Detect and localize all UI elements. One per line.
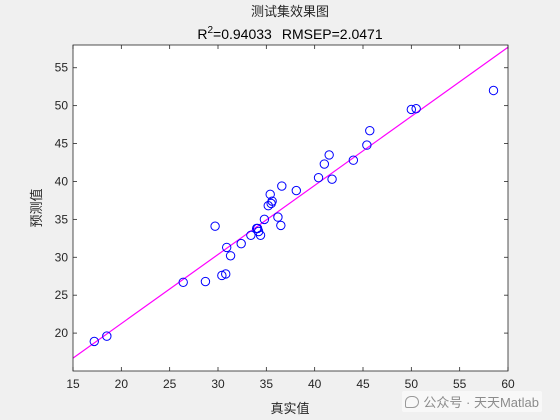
x-tick-label: 55 (453, 377, 467, 391)
x-tick-label: 60 (501, 377, 515, 391)
y-tick-label: 45 (55, 137, 69, 151)
data-point (313, 172, 324, 183)
x-tick-label: 20 (115, 377, 129, 391)
data-point (102, 331, 112, 341)
data-point (222, 242, 232, 253)
r-squared-exponent: 2 (207, 25, 213, 36)
y-tick-label: 20 (55, 326, 69, 340)
y-tick-label: 55 (55, 61, 69, 75)
data-point (277, 181, 287, 191)
data-point (225, 251, 236, 261)
data-point (488, 85, 499, 96)
x-tick-label: 45 (356, 377, 370, 391)
data-point (365, 125, 375, 136)
x-tick-label: 35 (260, 377, 274, 391)
data-point (362, 140, 372, 150)
data-point (348, 155, 359, 165)
x-tick-label: 50 (405, 377, 419, 391)
watermark: 公众号 · 天天Matlab (402, 391, 542, 412)
data-point (89, 336, 99, 347)
data-point (273, 212, 283, 222)
y-tick-label: 35 (55, 212, 69, 226)
data-point (246, 230, 256, 240)
data-point (255, 230, 266, 240)
data-point (291, 185, 301, 196)
y-tick-label: 40 (55, 174, 69, 188)
data-point (327, 174, 337, 184)
axes: 15 20 25 30 35 40 45 50 55 60 20 25 30 35 40 45 50 55 (55, 44, 515, 391)
data-point (319, 159, 330, 169)
y-tick-label: 25 (55, 288, 69, 302)
chart-subtitle: R2=0.94033 RMSEP=2.0471 (197, 25, 382, 42)
data-point (411, 103, 421, 114)
x-tick-label: 30 (211, 377, 225, 391)
r-squared-symbol: R (197, 26, 207, 42)
wechat-icon (405, 395, 420, 408)
rmsep-value: RMSEP=2.0471 (282, 26, 383, 42)
x-axis-label: 真实值 (270, 401, 309, 417)
data-point (276, 220, 286, 231)
data-point (178, 277, 188, 287)
chart-title: 测试集效果图 (251, 4, 329, 20)
data-point (324, 150, 334, 160)
data-point (265, 189, 275, 200)
data-point (406, 104, 417, 115)
data-point (200, 276, 211, 287)
r-squared-value: =0.94033 (213, 26, 272, 42)
y-tick-label: 50 (55, 99, 69, 113)
watermark-text: 公众号 · 天天Matlab (423, 395, 539, 410)
y-axis-label: 预测值 (29, 188, 45, 227)
data-point (221, 269, 231, 279)
data-point (210, 221, 220, 231)
data-point (266, 198, 276, 209)
axes-box (72, 44, 509, 372)
plot-content (73, 46, 508, 359)
x-tick-label: 15 (66, 377, 80, 391)
data-point (236, 238, 246, 249)
x-tick-label: 40 (308, 377, 322, 391)
x-tick-label: 25 (163, 377, 177, 391)
data-point (217, 270, 227, 281)
data-point (259, 214, 270, 225)
fit-line (73, 46, 508, 359)
y-tick-label: 30 (55, 250, 69, 264)
